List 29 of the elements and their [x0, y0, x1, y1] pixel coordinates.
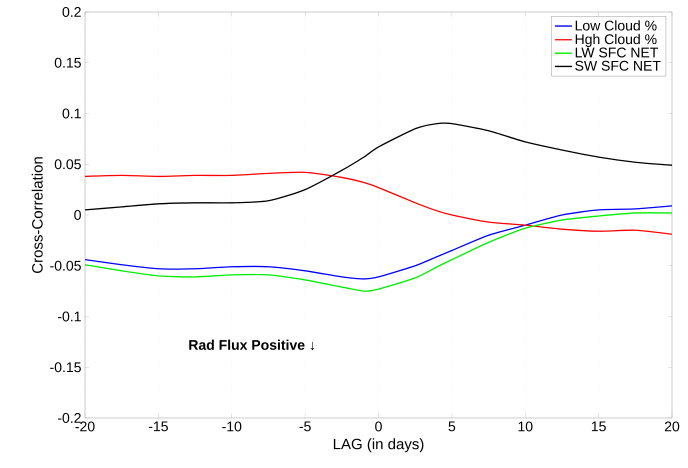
y-tick-label: 0.2 — [62, 7, 81, 17]
x-tick-label: -10 — [222, 422, 242, 432]
x-tick-label: -5 — [300, 422, 311, 432]
y-tick-label: -0.15 — [50, 362, 81, 372]
line-series — [85, 172, 672, 235]
y-tick-label: -0.05 — [50, 260, 81, 271]
y-tick-label: 0.05 — [54, 159, 81, 170]
x-tick-label: 15 — [592, 422, 606, 432]
y-axis-title: Cross-Correlation — [32, 157, 43, 273]
legend-label: Hgh Cloud % — [576, 34, 657, 47]
line-series — [85, 205, 672, 280]
legend-label: SW SFC NET — [575, 60, 661, 71]
y-tick-label: -0.2 — [58, 413, 81, 423]
line-series — [85, 122, 672, 211]
x-axis-title: LAG (in days) — [334, 438, 424, 452]
line-series — [85, 212, 672, 292]
y-tick-label: -0.1 — [58, 312, 81, 322]
y-tick-label: 0.1 — [62, 108, 81, 118]
x-tick-label: 5 — [448, 422, 456, 432]
x-tick-label: -15 — [148, 422, 168, 432]
x-tick-label: 0 — [375, 422, 382, 432]
legend-label: LW SFC NET — [576, 48, 658, 58]
annotation: Rad Flux Positive ↓ — [189, 340, 314, 350]
legend-label: Low Cloud % — [576, 20, 657, 31]
y-tick-label: 0.15 — [54, 58, 81, 68]
x-tick-label: 10 — [518, 422, 532, 432]
y-tick-label: 0 — [74, 210, 81, 220]
x-tick-label: 20 — [664, 422, 680, 432]
x-tick-label: -20 — [76, 422, 95, 432]
